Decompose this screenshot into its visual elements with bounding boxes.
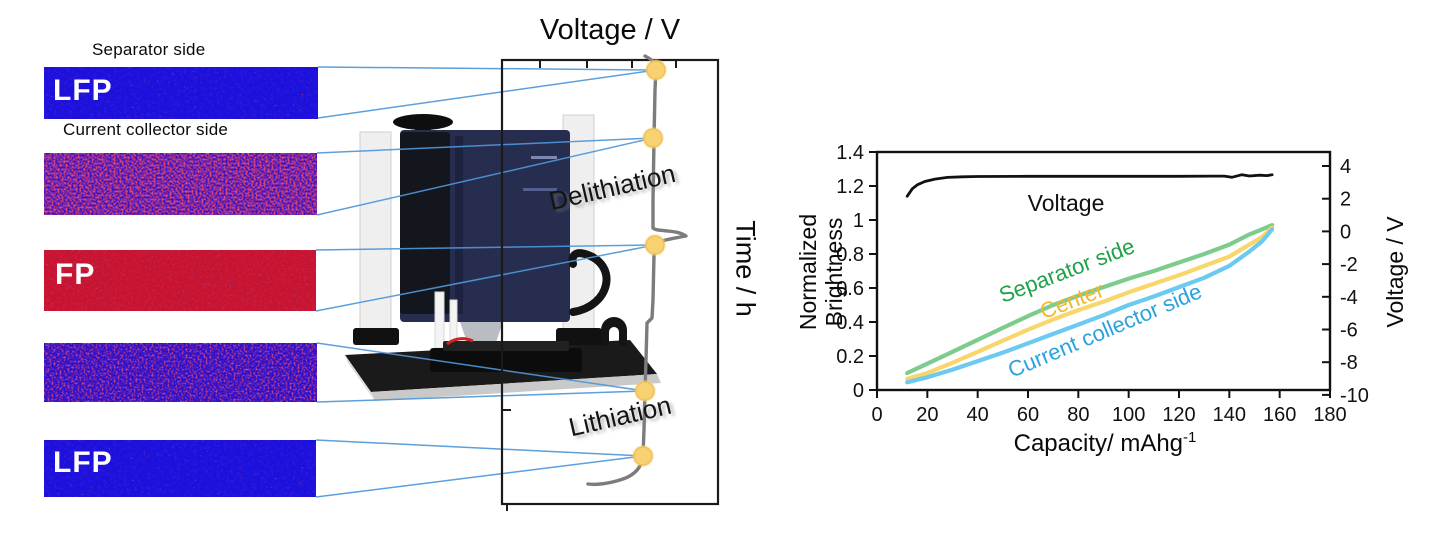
y-right-tick-label: 0 — [1340, 221, 1351, 243]
y-right-tick-label: 2 — [1340, 189, 1351, 211]
strip-partially-delithiated — [44, 153, 317, 215]
series-curve-center — [905, 225, 1275, 381]
baseplate-handle — [601, 317, 627, 346]
y-left-tick-label: 0 — [853, 380, 864, 402]
series-curve-separator-side — [905, 222, 1275, 376]
brightness-voltage-chart: 0 20 40 60 80 100 120 140 160 180 0 0.2 0.4 0.6 0.8 1 1.… — [790, 138, 1440, 544]
x-tick-label: 120 — [1162, 404, 1195, 426]
y-left-tick-label: 1 — [853, 210, 864, 232]
x-tick-label: 180 — [1313, 404, 1346, 426]
y-right-tick-label: 4 — [1340, 156, 1351, 178]
y-right-tick-label: -8 — [1340, 352, 1358, 374]
strip-label-lfp-top: LFP — [53, 74, 113, 107]
separator-side-label: Separator side — [92, 40, 206, 59]
voltage-axis-ticks — [502, 60, 677, 511]
y-left-tick-label: 0.8 — [836, 244, 864, 266]
marker-2 — [643, 128, 663, 148]
y-axis-title-right: Voltage / V — [1382, 216, 1408, 328]
microscope-photo — [345, 114, 661, 401]
chart-frame — [875, 150, 1332, 392]
x-tick-label: 40 — [967, 404, 989, 426]
voltage-series-label: Voltage — [1027, 190, 1105, 216]
marker-3 — [645, 235, 665, 255]
y-axis-title-left: Normalized Brightness — [795, 213, 847, 331]
x-tick-label: 160 — [1263, 404, 1296, 426]
strip-lfp-bottom — [44, 440, 316, 497]
x-tick-label: 0 — [871, 404, 882, 426]
current-collector-side-label: Current collector side — [63, 120, 229, 139]
strip-label-fp: FP — [55, 258, 96, 291]
snapshot-markers — [632, 59, 667, 467]
strip-fp — [44, 250, 316, 311]
sample-cell — [446, 337, 474, 346]
strip-lfp-top — [44, 67, 318, 119]
voltage-axis-title: Voltage / V — [539, 14, 681, 46]
y-left-tick-label: 1.4 — [836, 142, 864, 164]
x-axis-title: Capacity/ mAhg-1 — [1013, 429, 1197, 457]
x-tick-label: 140 — [1213, 404, 1246, 426]
microscope-knob — [393, 114, 453, 130]
time-axis-title: Time / h — [730, 220, 761, 317]
y-left-tick-label: 0.2 — [836, 346, 864, 368]
y-left-tick-label: 1.2 — [836, 176, 864, 198]
microscope-cable — [568, 249, 611, 316]
y-left-tick-label: 0.6 — [836, 278, 864, 300]
chart-plot-area: 0 20 40 60 80 100 120 140 160 18000.20.40.60.811.… — [836, 142, 1369, 426]
marker-5 — [633, 446, 653, 466]
voltage-time-plot — [315, 54, 720, 511]
strip-partially-lithiated — [44, 343, 317, 402]
y-right-tick-label: -10 — [1340, 385, 1369, 407]
y-left-tick-label: 0.4 — [836, 312, 864, 334]
series-curve-current-collector-side — [905, 227, 1275, 385]
strip-label-lfp-bottom: LFP — [53, 446, 113, 479]
marker-4 — [635, 381, 655, 401]
x-tick-label: 100 — [1112, 404, 1145, 426]
x-tick-label: 60 — [1017, 404, 1039, 426]
microscope-stage — [430, 348, 582, 372]
plot-frame — [500, 58, 720, 506]
y-right-tick-label: -6 — [1340, 320, 1358, 342]
connector-lines — [315, 66, 657, 498]
series-curve-voltage — [905, 173, 1274, 198]
y-right-tick-label: -4 — [1340, 287, 1358, 309]
x-tick-label: 20 — [916, 404, 938, 426]
y-right-tick-label: -2 — [1340, 254, 1358, 276]
marker-1 — [646, 60, 666, 80]
x-tick-label: 80 — [1067, 404, 1089, 426]
